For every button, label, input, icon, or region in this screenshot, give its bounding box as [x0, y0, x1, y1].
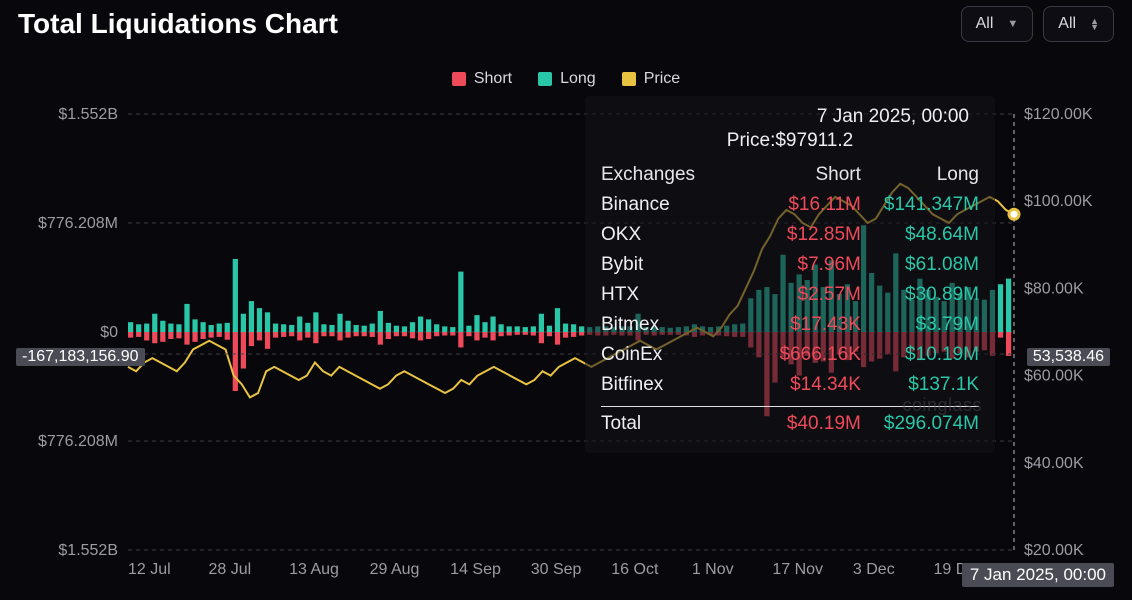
legend-short-swatch — [452, 72, 466, 86]
legend-long[interactable]: Long — [538, 70, 596, 88]
svg-text:13 Aug: 13 Aug — [289, 561, 339, 578]
tooltip-header-short: Short — [743, 164, 861, 186]
tooltip-row: CoinEx$666.16K$10.19M — [601, 340, 979, 370]
tooltip-price: Price:$97911.2 — [601, 130, 979, 152]
filter-dropdown-1[interactable]: All ▼ — [961, 6, 1034, 42]
tooltip-exchange: Bitmex — [601, 314, 743, 336]
tooltip-long-value: $30.89M — [861, 284, 979, 306]
tooltip-exchange: Bybit — [601, 254, 743, 276]
tooltip-long-value: $61.08M — [861, 254, 979, 276]
tooltip-header-long: Long — [861, 164, 979, 186]
tooltip-short-value: $12.85M — [743, 224, 861, 246]
svg-text:$100.00K: $100.00K — [1024, 193, 1093, 210]
tooltip-short-value: $16.11M — [743, 194, 861, 216]
tooltip-row: Bitmex$17.43K$3.79M — [601, 310, 979, 340]
legend-price[interactable]: Price — [622, 70, 680, 88]
legend-short[interactable]: Short — [452, 70, 512, 88]
svg-text:14 Sep: 14 Sep — [450, 561, 501, 578]
tooltip-exchange: HTX — [601, 284, 743, 306]
tooltip-short-value: $14.34K — [743, 374, 861, 396]
tooltip-exchange: OKX — [601, 224, 743, 246]
svg-text:3 Dec: 3 Dec — [853, 561, 895, 578]
tooltip-row: OKX$12.85M$48.64M — [601, 220, 979, 250]
tooltip-long-value: $3.79M — [861, 314, 979, 336]
legend-price-swatch — [622, 72, 636, 86]
tooltip-total-short: $40.19M — [743, 413, 861, 435]
tooltip-exchange: Binance — [601, 194, 743, 216]
legend-price-label: Price — [644, 70, 680, 88]
filter-1-value: All — [976, 15, 994, 33]
tooltip-row: Binance$16.11M$141.347M — [601, 190, 979, 220]
tooltip-total-label: Total — [601, 413, 743, 435]
tooltip-short-value: $7.96M — [743, 254, 861, 276]
tooltip-exchange: CoinEx — [601, 344, 743, 366]
tooltip-row: Bybit$7.96M$61.08M — [601, 250, 979, 280]
tooltip-short-value: $17.43K — [743, 314, 861, 336]
tooltip-short-value: $2.57M — [743, 284, 861, 306]
svg-text:16 Oct: 16 Oct — [611, 561, 659, 578]
svg-text:$60.00K: $60.00K — [1024, 368, 1084, 385]
svg-text:$776.208M: $776.208M — [38, 215, 118, 232]
tooltip-long-value: $137.1K — [861, 374, 979, 396]
svg-text:1 Nov: 1 Nov — [692, 561, 734, 578]
page-title: Total Liquidations Chart — [18, 8, 338, 40]
svg-text:$1.552B: $1.552B — [58, 106, 118, 123]
watermark: coinglass — [902, 395, 982, 416]
svg-text:30 Sep: 30 Sep — [531, 561, 582, 578]
tooltip-long-value: $141.347M — [861, 194, 979, 216]
legend-long-swatch — [538, 72, 552, 86]
tooltip-row: HTX$2.57M$30.89M — [601, 280, 979, 310]
tooltip-datetime: 7 Jan 2025, 00:00 — [601, 106, 979, 128]
filter-dropdown-2[interactable]: All ▲▼ — [1043, 6, 1114, 42]
svg-text:$1.552B: $1.552B — [58, 542, 118, 559]
svg-text:29 Aug: 29 Aug — [370, 561, 420, 578]
left-axis-current-label: -167,183,156.90 — [16, 348, 145, 366]
sort-icon: ▲▼ — [1090, 18, 1099, 30]
tooltip-header-row: Exchanges Short Long — [601, 160, 979, 190]
svg-text:$776.208M: $776.208M — [38, 433, 118, 450]
tooltip-long-value: $10.19M — [861, 344, 979, 366]
legend-long-label: Long — [560, 70, 596, 88]
chart-legend: Short Long Price — [0, 70, 1132, 88]
x-axis-current-label: 7 Jan 2025, 00:00 — [962, 563, 1114, 587]
svg-text:$0: $0 — [100, 324, 118, 341]
tooltip-total-long: $296.074M — [861, 413, 979, 435]
svg-text:$40.00K: $40.00K — [1024, 455, 1084, 472]
tooltip-exchange: Bitfinex — [601, 374, 743, 396]
svg-text:17 Nov: 17 Nov — [772, 561, 823, 578]
filter-controls: All ▼ All ▲▼ — [961, 6, 1114, 42]
chevron-down-icon: ▼ — [1007, 18, 1018, 30]
svg-text:$120.00K: $120.00K — [1024, 106, 1093, 123]
right-axis-current-label: 53,538.46 — [1027, 348, 1110, 366]
filter-2-value: All — [1058, 15, 1076, 33]
svg-text:12 Jul: 12 Jul — [128, 561, 171, 578]
tooltip-long-value: $48.64M — [861, 224, 979, 246]
svg-text:$80.00K: $80.00K — [1024, 280, 1084, 297]
legend-short-label: Short — [474, 70, 512, 88]
tooltip-header-exchanges: Exchanges — [601, 164, 743, 186]
svg-text:$20.00K: $20.00K — [1024, 542, 1084, 559]
tooltip-short-value: $666.16K — [743, 344, 861, 366]
svg-text:28 Jul: 28 Jul — [209, 561, 252, 578]
